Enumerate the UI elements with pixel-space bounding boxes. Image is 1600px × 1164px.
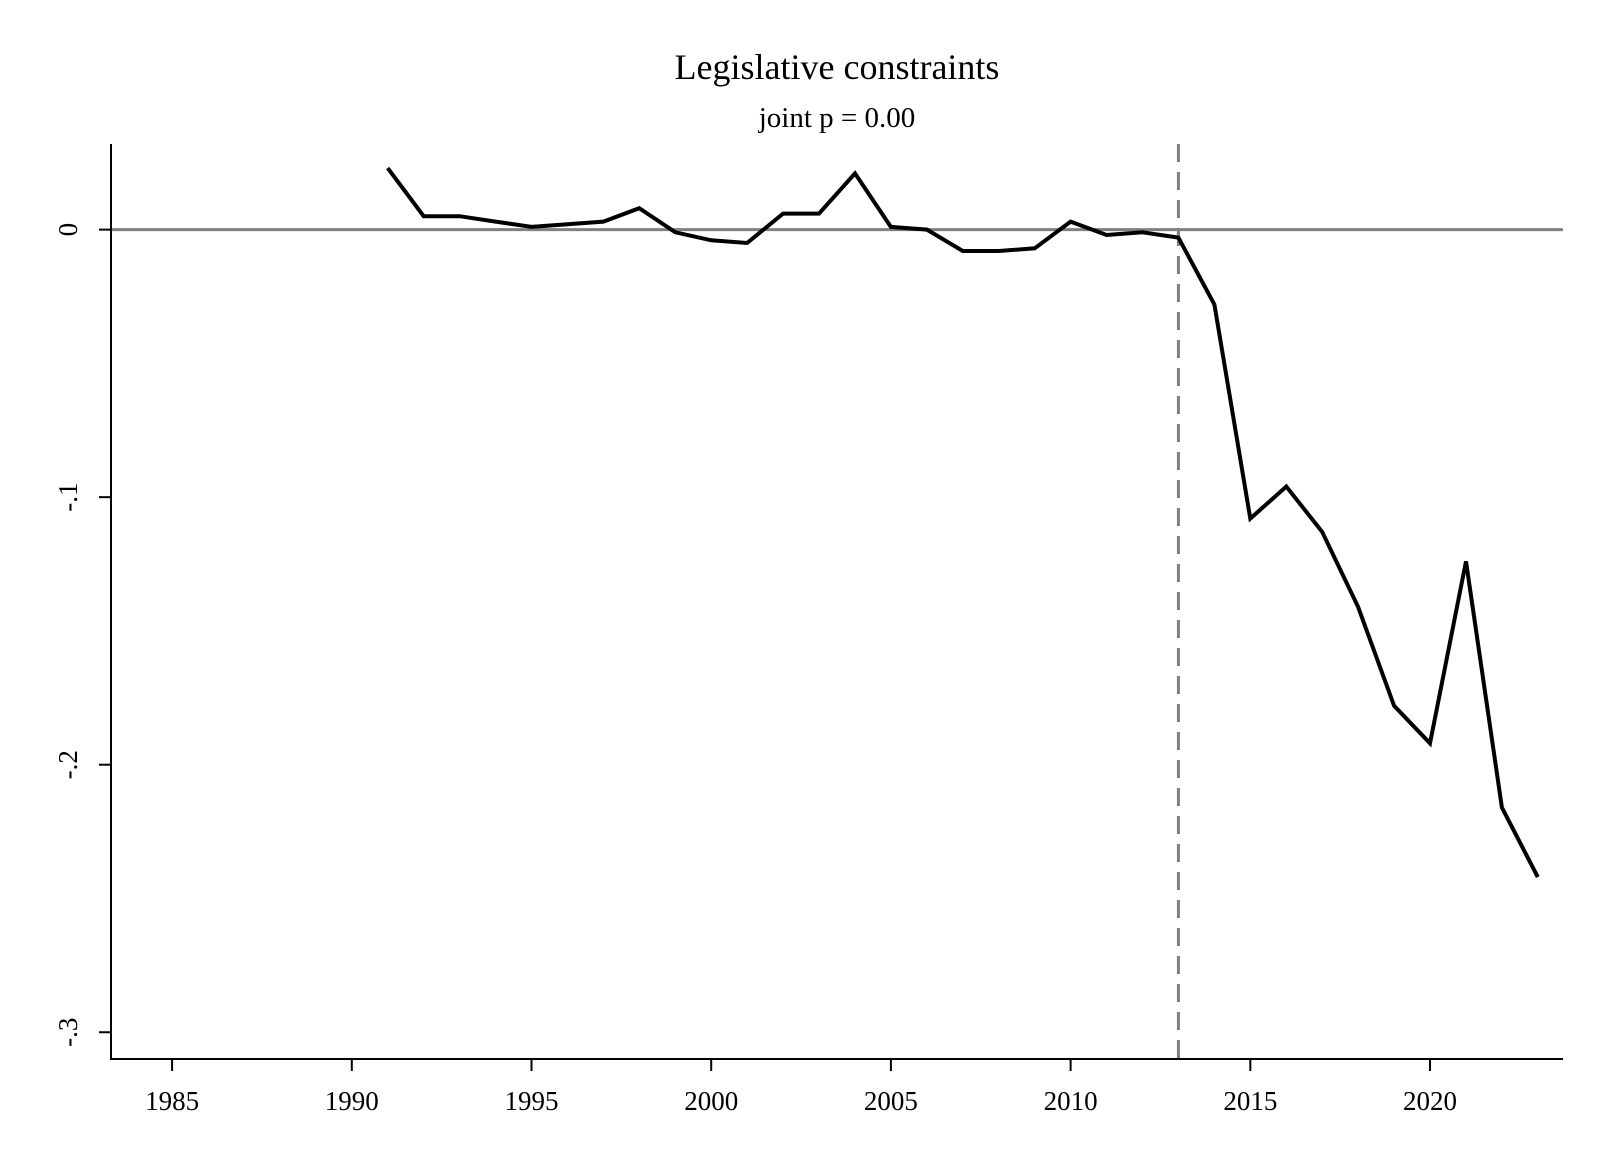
x-tick-label: 2015 bbox=[1223, 1086, 1277, 1116]
y-tick-label: 0 bbox=[53, 223, 83, 237]
y-tick-label: -.1 bbox=[53, 483, 83, 512]
x-tick-label: 2000 bbox=[684, 1086, 738, 1116]
x-tick-label: 2010 bbox=[1044, 1086, 1098, 1116]
x-tick-label: 1990 bbox=[325, 1086, 379, 1116]
chart-subtitle: joint p = 0.00 bbox=[758, 102, 916, 134]
x-tick-label: 2020 bbox=[1403, 1086, 1457, 1116]
x-tick-label: 1985 bbox=[145, 1086, 199, 1116]
x-tick-label: 2005 bbox=[864, 1086, 918, 1116]
plot-area: 1985 1990 1995 2000 2005 2010 2015 2020 0 -.1 -.2 -… bbox=[53, 144, 1563, 1116]
y-tick-label: -.3 bbox=[53, 1018, 83, 1047]
x-tick-label: 1995 bbox=[505, 1086, 559, 1116]
chart-title: Legislative constraints bbox=[675, 47, 1000, 87]
series-line bbox=[386, 166, 1540, 879]
y-tick-label: -.2 bbox=[53, 750, 83, 779]
